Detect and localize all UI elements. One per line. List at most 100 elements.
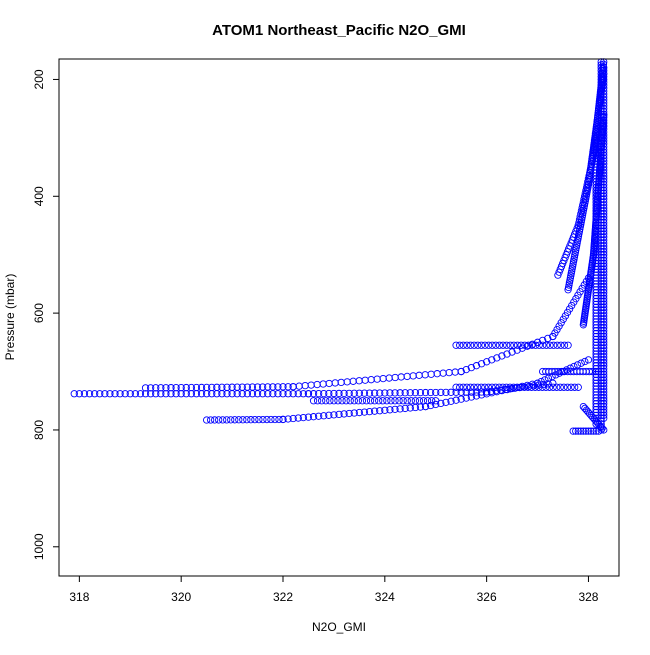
- data-point: [456, 383, 464, 391]
- data-point: [572, 427, 580, 435]
- data-point: [600, 344, 608, 352]
- data-point: [335, 410, 343, 419]
- data-point: [592, 335, 600, 344]
- data-point: [600, 341, 608, 349]
- data-point: [381, 389, 389, 397]
- data-point: [592, 356, 600, 364]
- data-point: [411, 389, 420, 397]
- data-point: [386, 406, 394, 414]
- x-tick-label: 328: [578, 590, 598, 604]
- data-point: [584, 356, 593, 364]
- data-point: [592, 180, 600, 189]
- data-point: [314, 412, 323, 420]
- data-point: [592, 151, 600, 160]
- data-point: [600, 198, 608, 206]
- data-point: [600, 131, 608, 139]
- data-point: [600, 178, 608, 186]
- data-point: [560, 341, 569, 349]
- data-point: [481, 341, 489, 349]
- data-point: [600, 207, 608, 215]
- data-point: [457, 367, 465, 376]
- data-point: [116, 390, 124, 398]
- data-point: [600, 105, 608, 113]
- data-point: [600, 324, 608, 332]
- data-point: [592, 248, 600, 256]
- data-point: [539, 341, 547, 349]
- data-point: [600, 259, 608, 268]
- data-point: [172, 383, 180, 392]
- data-point: [590, 141, 598, 149]
- data-point: [345, 389, 353, 397]
- data-point: [592, 186, 600, 195]
- data-point: [582, 427, 590, 435]
- data-point: [600, 84, 608, 92]
- data-point: [279, 383, 287, 391]
- data-point: [600, 356, 608, 364]
- data-point: [350, 397, 358, 405]
- data-point: [409, 372, 417, 380]
- data-point: [391, 373, 399, 382]
- data-point: [208, 383, 216, 392]
- data-point: [477, 383, 485, 391]
- data-point: [600, 326, 608, 335]
- data-point: [596, 97, 604, 106]
- data-point: [437, 388, 445, 397]
- data-point: [401, 389, 409, 397]
- data-point: [600, 382, 608, 390]
- data-point: [600, 364, 608, 373]
- data-point: [238, 383, 246, 391]
- data-point: [592, 198, 600, 206]
- data-point: [223, 416, 231, 424]
- data-point: [562, 366, 571, 374]
- data-point: [274, 383, 282, 391]
- y-tick-label: 800: [32, 420, 46, 440]
- data-point: [509, 383, 518, 391]
- data-point: [325, 411, 333, 419]
- data-point: [600, 397, 608, 405]
- data-point: [600, 402, 608, 411]
- data-point: [407, 397, 415, 405]
- data-point: [126, 390, 134, 398]
- data-point: [251, 415, 259, 424]
- data-point: [342, 397, 350, 405]
- data-point: [592, 239, 600, 247]
- data-point: [355, 377, 363, 385]
- x-axis: 318 320 322 324 326 328: [69, 575, 599, 604]
- data-point: [395, 397, 403, 405]
- data-point: [535, 341, 543, 349]
- data-point: [452, 383, 460, 391]
- data-point: [299, 413, 308, 422]
- data-point: [427, 397, 436, 405]
- data-point: [481, 383, 489, 391]
- data-point: [592, 242, 600, 250]
- data-point: [513, 383, 521, 391]
- data-point: [592, 204, 600, 212]
- data-point: [396, 389, 404, 397]
- data-point: [600, 332, 608, 341]
- data-point: [513, 341, 522, 349]
- data-point: [520, 383, 529, 391]
- data-point: [451, 368, 459, 376]
- data-point: [592, 344, 600, 352]
- data-point: [370, 407, 379, 415]
- data-point: [379, 397, 387, 405]
- data-point: [600, 69, 608, 78]
- data-point: [585, 178, 593, 186]
- data-point: [506, 383, 514, 391]
- data-point: [600, 154, 608, 162]
- data-point: [595, 100, 604, 108]
- data-point: [121, 390, 129, 398]
- data-point: [563, 383, 572, 391]
- data-point: [343, 378, 351, 386]
- data-point: [600, 300, 608, 309]
- data-point: [524, 341, 532, 349]
- data-point: [592, 210, 600, 218]
- data-point: [345, 409, 353, 418]
- data-point: [592, 280, 600, 288]
- data-point: [284, 415, 292, 423]
- data-point: [355, 408, 364, 417]
- data-point: [592, 265, 600, 273]
- data-point: [600, 189, 608, 198]
- data-point: [600, 107, 608, 116]
- data-point: [592, 192, 600, 200]
